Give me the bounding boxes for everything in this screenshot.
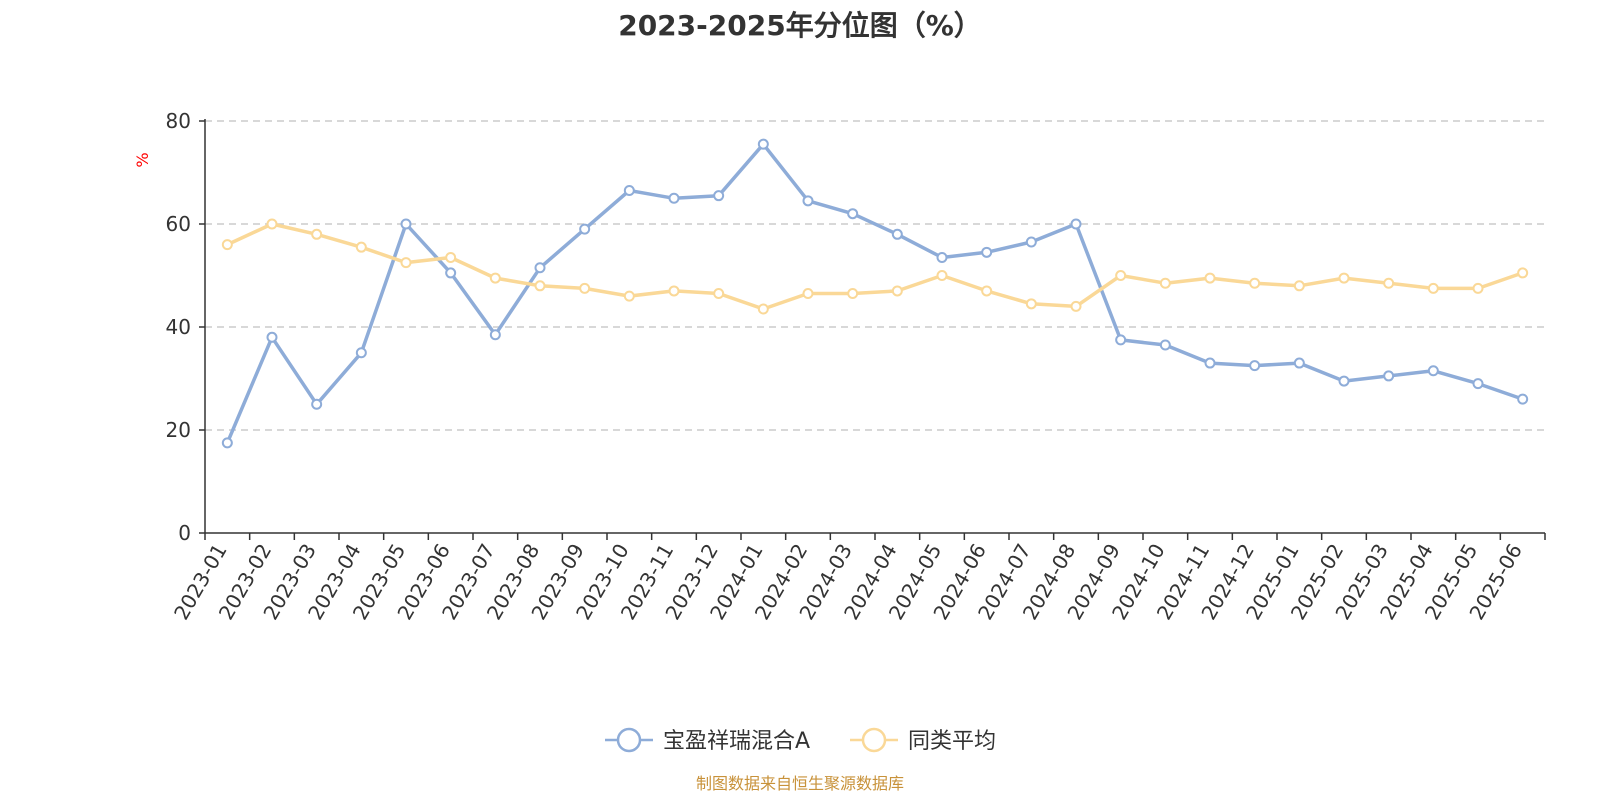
data-point[interactable] [981, 246, 993, 258]
series-1 [221, 218, 1529, 315]
data-point[interactable] [1249, 277, 1261, 289]
data-point[interactable] [936, 251, 948, 263]
data-point[interactable] [757, 138, 769, 150]
data-point[interactable] [713, 190, 725, 202]
data-point[interactable] [847, 288, 859, 300]
data-point[interactable] [221, 239, 233, 251]
data-point[interactable] [1293, 280, 1305, 292]
data-point[interactable] [400, 218, 412, 230]
data-point[interactable] [266, 218, 278, 230]
data-point[interactable] [534, 280, 546, 292]
data-point[interactable] [221, 437, 233, 449]
data-point[interactable] [1115, 334, 1127, 346]
data-point[interactable] [847, 208, 859, 220]
y-axis-unit: % [133, 152, 152, 167]
data-point[interactable] [1159, 339, 1171, 351]
data-point[interactable] [1517, 267, 1529, 279]
data-point[interactable] [355, 347, 367, 359]
data-point[interactable] [981, 285, 993, 297]
data-point[interactable] [266, 331, 278, 343]
data-point[interactable] [1070, 218, 1082, 230]
data-point[interactable] [534, 262, 546, 274]
data-point[interactable] [1159, 277, 1171, 289]
legend[interactable]: 宝盈祥瑞混合A 同类平均 [605, 727, 996, 754]
y-tick-label: 40 [166, 315, 191, 339]
legend-marker [861, 727, 887, 753]
data-point[interactable] [1472, 282, 1484, 294]
data-point[interactable] [1383, 277, 1395, 289]
data-point[interactable] [1070, 300, 1082, 312]
data-point[interactable] [891, 285, 903, 297]
data-point[interactable] [623, 290, 635, 302]
data-point[interactable] [1338, 375, 1350, 387]
data-point[interactable] [311, 398, 323, 410]
data-point[interactable] [713, 288, 725, 300]
legend-marker [616, 727, 642, 753]
series-line [226, 222, 1524, 311]
data-point[interactable] [1204, 272, 1216, 284]
data-point[interactable] [579, 223, 591, 235]
y-tick-label: 60 [166, 212, 191, 236]
data-point[interactable] [1427, 365, 1439, 377]
legend-item[interactable]: 宝盈祥瑞混合A [605, 727, 810, 754]
data-point[interactable] [445, 251, 457, 263]
data-point[interactable] [802, 288, 814, 300]
chart-title: 2023-2025年分位图（%） [618, 9, 982, 42]
series-line [225, 142, 1524, 444]
data-point[interactable] [1115, 270, 1127, 281]
data-point[interactable] [1427, 282, 1439, 294]
data-point[interactable] [623, 185, 635, 197]
data-point[interactable] [1249, 360, 1261, 372]
legend-label: 宝盈祥瑞混合A [663, 729, 810, 754]
source-note: 制图数据来自恒生聚源数据库 [695, 774, 904, 793]
data-point[interactable] [668, 285, 680, 297]
y-tick-label: 0 [178, 521, 191, 545]
data-point[interactable] [489, 329, 501, 341]
data-point[interactable] [579, 282, 591, 294]
data-point[interactable] [489, 272, 501, 284]
data-point[interactable] [311, 228, 323, 240]
legend-item[interactable]: 同类平均 [850, 727, 996, 754]
data-point[interactable] [355, 241, 367, 253]
data-point[interactable] [400, 257, 412, 269]
data-point[interactable] [1383, 370, 1395, 382]
series-lines [221, 138, 1529, 449]
data-point[interactable] [936, 270, 948, 281]
data-point[interactable] [1293, 357, 1305, 369]
data-point[interactable] [1025, 236, 1037, 248]
data-point[interactable] [1472, 378, 1484, 390]
y-tick-label: 80 [166, 109, 191, 133]
data-point[interactable] [1204, 357, 1216, 369]
data-point[interactable] [1338, 272, 1350, 284]
data-point[interactable] [802, 195, 814, 207]
legend-label: 同类平均 [908, 729, 996, 754]
data-point[interactable] [1025, 298, 1037, 310]
grid-lines [205, 120, 1545, 431]
axes: 0204060802023-012023-022023-032023-04202… [166, 109, 1546, 624]
data-point[interactable] [891, 228, 903, 240]
series-0 [221, 138, 1529, 449]
data-point[interactable] [1517, 393, 1529, 405]
data-point[interactable] [445, 267, 457, 279]
y-tick-label: 20 [166, 418, 191, 442]
data-point[interactable] [668, 192, 680, 204]
data-point[interactable] [757, 303, 769, 315]
